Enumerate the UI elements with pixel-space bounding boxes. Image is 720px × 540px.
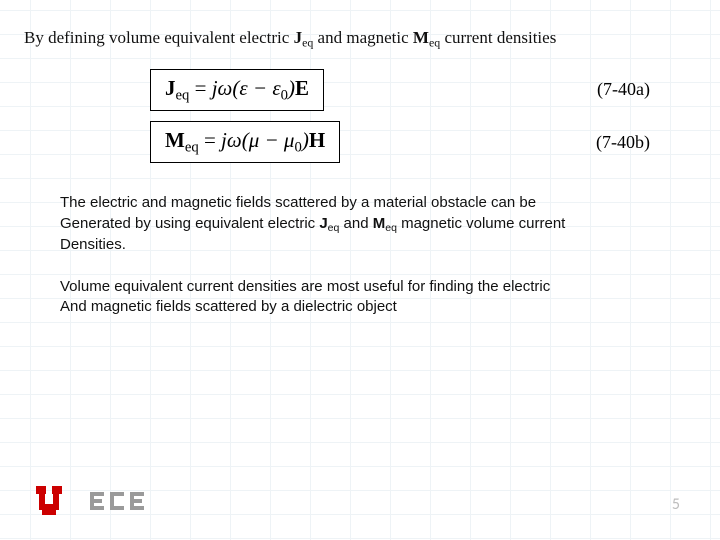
footer-logo [36,486,146,516]
p1b-pre: Generated by using equivalent electric [60,215,319,232]
intro-m: M [413,28,429,47]
intro-mid: and magnetic [313,28,413,47]
equation-row-a: Jeq = jω(ε − ε0)E (7-40a) [40,69,680,111]
eq-a-eq: = [189,76,211,100]
eq-b-lhs: M [165,128,185,152]
eq-a-vec: E [295,76,309,100]
u-logo-icon [36,486,80,516]
eq-a-rhs-sub: 0 [281,87,288,103]
p1b-msub: eq [385,222,397,234]
eq-b-vec: H [309,128,325,152]
p2-line1: Volume equivalent current densities are … [60,277,660,297]
eq-b-eq: = [199,128,221,152]
p1-line3: Densities. [60,235,660,255]
p1b-post: magnetic volume current [397,215,565,232]
eq-b-rhs-post: ) [302,128,309,152]
equation-row-b: Meq = jω(μ − μ0)H (7-40b) [40,121,680,163]
eq-a-lhs-sub: eq [176,87,190,103]
intro-j: J [294,28,303,47]
intro-line: By defining volume equivalent electric J… [0,0,720,51]
page-number: 5 [672,495,680,514]
eq-a-rhs-post: ) [288,76,295,100]
equations-area: Jeq = jω(ε − ε0)E (7-40a) Meq = jω(μ − μ… [0,69,720,164]
eq-b-lhs-sub: eq [185,139,199,155]
slide-content: By defining volume equivalent electric J… [0,0,720,318]
intro-jsub: eq [302,36,313,50]
eq-a-rhs-pre: jω(ε − ε [212,76,281,100]
equation-a-number: (7-40a) [597,79,650,100]
eq-a-lhs: J [165,76,176,100]
equation-a: Jeq = jω(ε − ε0)E [150,69,324,111]
equation-b: Meq = jω(μ − μ0)H [150,121,340,163]
equation-b-number: (7-40b) [596,132,650,153]
eq-b-rhs-pre: jω(μ − μ [221,128,294,152]
eq-b-rhs-sub: 0 [294,139,301,155]
intro-msub: eq [429,36,440,50]
p1b-mid: and [339,215,372,232]
p1b-j: J [319,215,327,232]
p1b-m: M [373,215,386,232]
ece-text-icon [90,492,146,510]
body-text: The electric and magnetic fields scatter… [0,173,720,317]
p2-line2: And magnetic fields scattered by a diele… [60,297,660,317]
intro-post: current densities [440,28,556,47]
intro-pre: By defining volume equivalent electric [24,28,294,47]
p1-line2: Generated by using equivalent electric J… [60,214,660,235]
p1-line1: The electric and magnetic fields scatter… [60,193,660,213]
p1b-jsub: eq [328,222,340,234]
